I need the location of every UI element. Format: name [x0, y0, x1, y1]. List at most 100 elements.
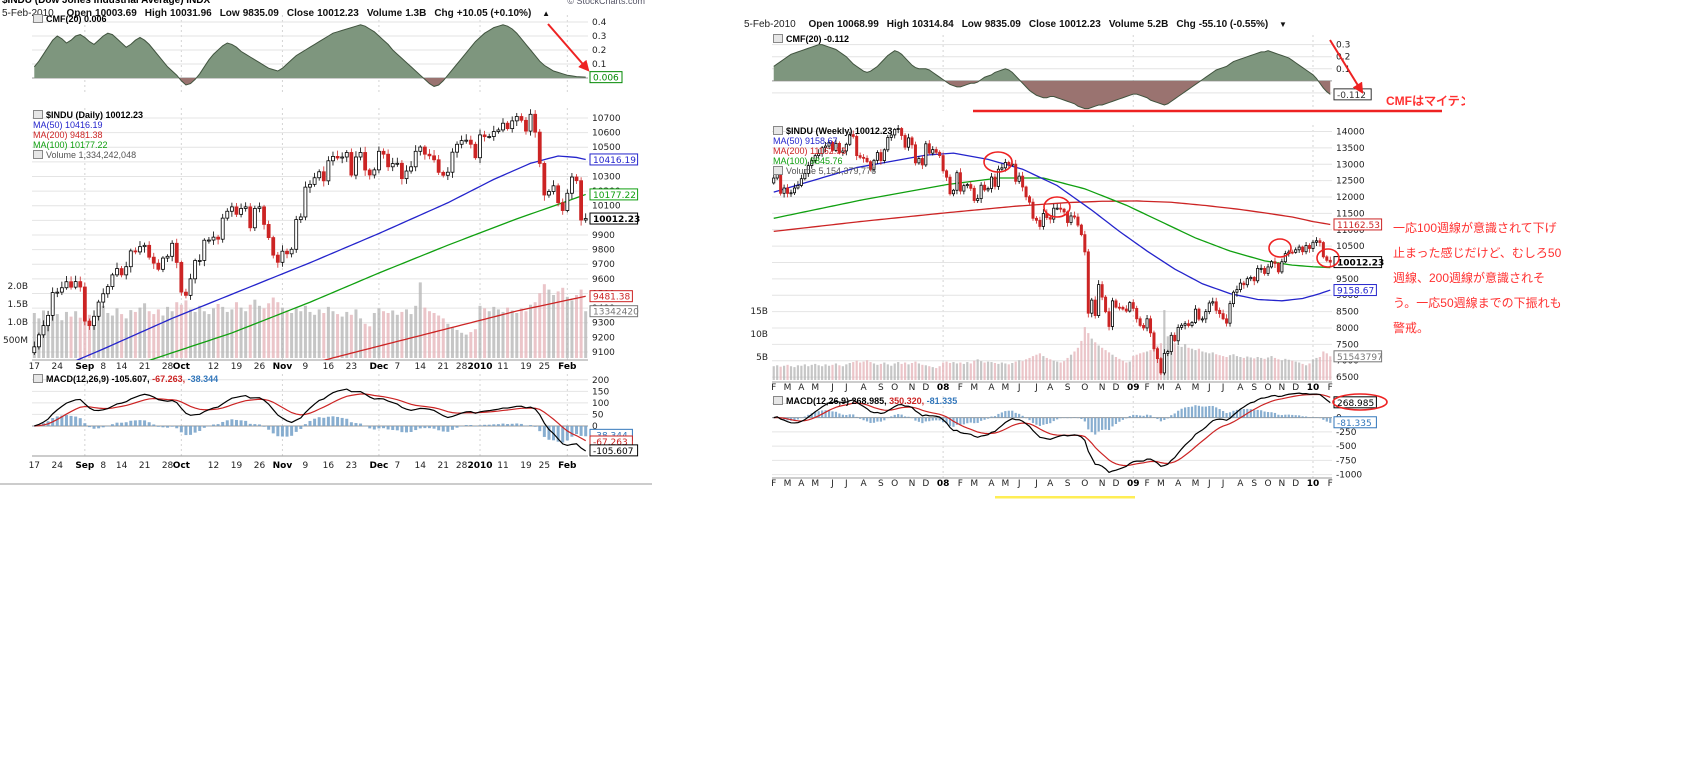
- macd-value: 268.985,: [851, 396, 887, 406]
- svg-text:-0.112: -0.112: [1337, 91, 1366, 101]
- svg-text:12000: 12000: [1336, 193, 1365, 203]
- svg-text:11: 11: [497, 461, 508, 471]
- svg-text:12500: 12500: [1336, 177, 1365, 187]
- volume-icon: [773, 166, 783, 175]
- macd-histogram: [772, 405, 1332, 435]
- axis-value-tag: [1333, 416, 1377, 429]
- svg-text:F: F: [771, 383, 776, 393]
- svg-text:S: S: [1251, 383, 1257, 393]
- macd-line: [34, 388, 587, 452]
- svg-text:8: 8: [100, 362, 106, 372]
- svg-text:Sep: Sep: [75, 362, 95, 372]
- svg-text:100: 100: [592, 399, 609, 409]
- ma200-line: [322, 295, 586, 360]
- svg-text:11: 11: [497, 362, 508, 372]
- axis-value-tag: [1333, 256, 1383, 269]
- svg-text:J: J: [1034, 383, 1038, 393]
- svg-text:9900: 9900: [592, 231, 615, 241]
- svg-text:J: J: [844, 383, 848, 393]
- svg-text:23: 23: [346, 362, 357, 372]
- svg-text:7: 7: [394, 461, 400, 471]
- svg-text:28: 28: [456, 461, 468, 471]
- svg-text:14: 14: [415, 362, 427, 372]
- svg-text:21: 21: [438, 461, 449, 471]
- daily-chart-card: 0.40.30.20.10.00691009200930094009500960…: [0, 0, 655, 490]
- macd-tag-circle-annotation: [1332, 393, 1388, 411]
- copyright: © StockCharts.com: [567, 0, 645, 6]
- svg-text:S: S: [1251, 479, 1257, 489]
- svg-text:M: M: [1192, 383, 1200, 393]
- svg-text:S: S: [878, 383, 884, 393]
- svg-text:10416.19: 10416.19: [593, 156, 636, 166]
- svg-text:D: D: [1112, 383, 1119, 393]
- svg-text:14: 14: [116, 461, 128, 471]
- svg-text:O: O: [891, 479, 898, 489]
- macd-line: [773, 392, 1331, 474]
- macd-legend: MACD(12,26,9) -105.607, -67.263, -38.344: [33, 374, 218, 384]
- svg-text:A: A: [988, 479, 995, 489]
- axis-value-tag: [589, 212, 639, 225]
- svg-text:09: 09: [1127, 383, 1140, 393]
- svg-text:10500: 10500: [592, 143, 621, 153]
- svg-text:1.5B: 1.5B: [8, 300, 29, 310]
- ma100-legend: MA(100) 10177.22: [33, 140, 108, 150]
- svg-text:13500: 13500: [1336, 144, 1365, 154]
- svg-text:-81.335: -81.335: [1337, 419, 1372, 429]
- svg-text:9600: 9600: [592, 275, 615, 285]
- quote-line: 5-Feb-2010 Open 10068.99 High 10314.84 Low 98…: [744, 19, 1287, 30]
- svg-text:11162.53: 11162.53: [1337, 221, 1380, 231]
- svg-text:12: 12: [208, 362, 219, 372]
- svg-text:10100: 10100: [592, 202, 621, 212]
- symbol-title: $INDU (Dow Jones Industrial Average) IND…: [2, 0, 211, 6]
- svg-text:10500: 10500: [1336, 242, 1365, 252]
- svg-text:8500: 8500: [1336, 308, 1359, 318]
- svg-text:13000: 13000: [1336, 160, 1365, 170]
- svg-text:Sep: Sep: [75, 461, 95, 471]
- quote-values: Open 10068.99 High 10314.84 Low 9835.09 Close 1…: [808, 19, 1269, 30]
- macd-legend: MACD(12,26,9) 268.985, 350.320, -81.335: [773, 396, 957, 406]
- svg-text:10300: 10300: [592, 172, 621, 182]
- svg-text:0.2: 0.2: [1336, 53, 1350, 63]
- svg-text:-250: -250: [1336, 428, 1357, 438]
- svg-text:A: A: [1175, 479, 1182, 489]
- ma100-line: [773, 177, 1331, 269]
- svg-text:J: J: [844, 479, 848, 489]
- svg-text:A: A: [798, 383, 805, 393]
- svg-text:F: F: [1328, 383, 1333, 393]
- yellow-highlight-mark: [995, 496, 1135, 499]
- svg-text:0: 0: [592, 422, 598, 432]
- svg-text:A: A: [1175, 383, 1182, 393]
- svg-text:13342420: 13342420: [593, 308, 639, 318]
- macd-hist-value: -38.344: [187, 374, 219, 384]
- svg-text:0.4: 0.4: [592, 18, 607, 28]
- svg-text:Nov: Nov: [273, 362, 293, 372]
- svg-text:19: 19: [231, 362, 243, 372]
- svg-text:M: M: [970, 479, 978, 489]
- svg-text:17: 17: [29, 362, 40, 372]
- svg-text:21: 21: [438, 362, 449, 372]
- svg-text:11500: 11500: [1336, 209, 1365, 219]
- svg-text:7500: 7500: [1336, 340, 1359, 350]
- svg-text:12: 12: [208, 461, 219, 471]
- volume-legend: Volume 5,154,379,776: [773, 166, 892, 176]
- svg-text:A: A: [1237, 479, 1244, 489]
- svg-text:50: 50: [592, 410, 604, 420]
- quote-line: 5-Feb-2010 Open 10003.69 High 10031.96 Low 98…: [2, 8, 550, 19]
- ma50-line: [75, 155, 586, 360]
- svg-text:-105.607: -105.607: [593, 447, 633, 457]
- svg-text:F: F: [958, 479, 963, 489]
- side-annotation-note: 一応100週線が意識されて下げ止まった感じだけど、むしろ50週線、200週線が意…: [1393, 221, 1562, 335]
- indicator-icon: [33, 14, 43, 23]
- svg-text:D: D: [1292, 479, 1299, 489]
- svg-text:D: D: [922, 479, 929, 489]
- svg-text:2010: 2010: [467, 461, 492, 471]
- svg-text:19: 19: [520, 362, 532, 372]
- svg-text:10: 10: [1307, 383, 1320, 393]
- change-direction-icon: ▼: [1279, 20, 1287, 29]
- svg-text:14000: 14000: [1336, 128, 1365, 138]
- svg-text:9200: 9200: [592, 333, 615, 343]
- svg-text:10600: 10600: [592, 129, 621, 139]
- svg-text:D: D: [922, 383, 929, 393]
- ma100-line: [148, 193, 586, 360]
- axis-value-tag: [589, 188, 639, 201]
